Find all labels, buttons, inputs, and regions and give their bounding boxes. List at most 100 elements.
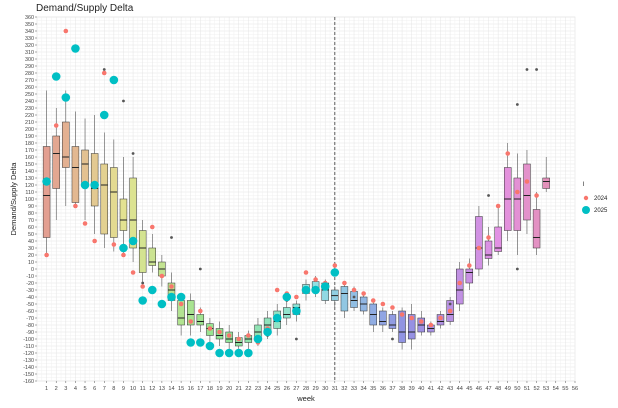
point-2024 <box>198 308 203 314</box>
x-tick-label: 12 <box>149 386 155 392</box>
x-tick-label: 30 <box>322 386 328 392</box>
x-tick-label: 10 <box>130 386 136 392</box>
outlier-point <box>525 68 529 71</box>
y-tick-label: 110 <box>25 190 34 196</box>
x-tick-label: 55 <box>562 386 568 392</box>
box-week-7 <box>100 132 108 248</box>
box-week-2 <box>52 108 60 220</box>
point-2024 <box>495 203 501 209</box>
box <box>119 198 128 231</box>
x-tick-label: 41 <box>428 386 434 392</box>
x-tick-label: 3 <box>64 386 67 392</box>
x-tick-label: 56 <box>572 386 578 392</box>
box-week-10 <box>129 157 137 262</box>
chart-title: Demand/Supply Delta <box>36 3 134 14</box>
x-tick-label: 50 <box>514 386 520 392</box>
point-2025 <box>330 268 340 277</box>
x-tick-label: 34 <box>361 386 367 392</box>
box-week-12 <box>148 234 156 273</box>
point-2024 <box>101 70 107 76</box>
box-week-39 <box>407 304 416 350</box>
y-tick-label: 270 <box>25 78 34 84</box>
point-2024 <box>217 329 222 335</box>
x-tick-label: 1 <box>45 386 48 392</box>
x-tick-label: 49 <box>505 386 511 392</box>
point-2024 <box>380 301 386 307</box>
x-tick-label: 42 <box>437 386 443 392</box>
box-week-36 <box>379 307 387 332</box>
point-2025 <box>215 348 224 358</box>
y-tick-label: 90 <box>28 204 34 210</box>
y-tick-label: -130 <box>23 358 34 364</box>
x-axis-label: week <box>296 394 315 403</box>
box <box>475 216 483 270</box>
y-tick-label: 170 <box>25 148 34 154</box>
box <box>138 230 147 273</box>
point-2024 <box>159 273 165 279</box>
x-tick-label: 4 <box>74 386 77 392</box>
point-2024 <box>82 221 88 226</box>
x-tick-label: 31 <box>332 386 338 392</box>
x-tick-label: 35 <box>370 386 376 392</box>
outlier-point <box>170 236 173 239</box>
y-tick-label: 360 <box>25 15 34 21</box>
x-tick-label: 27 <box>293 386 299 392</box>
point-2025 <box>157 299 167 309</box>
point-2025 <box>167 292 176 302</box>
point-2024 <box>505 151 511 156</box>
x-tick-label: 53 <box>543 386 549 392</box>
y-tick-label: -160 <box>23 379 34 385</box>
outlier-point <box>515 267 519 271</box>
y-tick-label: -140 <box>23 365 34 371</box>
y-tick-label: -80 <box>26 323 34 329</box>
box <box>532 209 541 249</box>
point-2025 <box>272 313 282 323</box>
box <box>523 163 531 221</box>
point-2024 <box>457 280 463 286</box>
y-tick-label: 130 <box>25 176 34 182</box>
y-tick-label: 280 <box>25 71 34 77</box>
x-tick-label: 6 <box>93 386 96 392</box>
box <box>129 177 137 249</box>
point-2024 <box>332 263 338 268</box>
box <box>465 268 474 284</box>
point-2025 <box>42 177 51 186</box>
box-week-51 <box>523 150 531 234</box>
box-week-17 <box>196 307 205 332</box>
y-tick-label: 150 <box>25 162 34 168</box>
point-2025 <box>61 93 71 102</box>
point-2024 <box>515 189 520 195</box>
box-week-32 <box>340 283 349 318</box>
x-tick-label: 5 <box>83 386 86 392</box>
x-tick-label: 37 <box>389 386 395 392</box>
x-tick-label: 18 <box>207 386 213 392</box>
x-tick-label: 20 <box>226 386 232 392</box>
box-week-31 <box>331 286 339 308</box>
point-2025 <box>138 296 147 305</box>
x-tick-label: 26 <box>284 386 290 392</box>
y-tick-label: 200 <box>25 127 34 133</box>
point-2024 <box>207 326 213 331</box>
point-2025 <box>147 285 157 295</box>
x-tick-label: 13 <box>159 386 165 392</box>
point-2024 <box>246 333 251 338</box>
point-2025 <box>301 285 311 295</box>
y-tick-label: -30 <box>26 288 34 294</box>
outlier-point <box>391 337 394 341</box>
point-2024 <box>178 301 184 307</box>
box <box>100 163 108 235</box>
point-2024 <box>399 312 405 317</box>
y-tick-label: 140 <box>25 169 34 175</box>
outlier-point <box>487 194 490 197</box>
x-tick-label: 43 <box>447 386 453 392</box>
legend-swatch-2024 <box>583 195 589 201</box>
box <box>407 314 416 340</box>
point-2025 <box>196 338 205 347</box>
outlier-point <box>352 295 356 299</box>
box <box>388 314 397 329</box>
box-week-53 <box>542 157 550 192</box>
box-week-48 <box>494 206 502 255</box>
series-2025 <box>42 44 340 358</box>
y-tick-label: 60 <box>28 225 34 231</box>
